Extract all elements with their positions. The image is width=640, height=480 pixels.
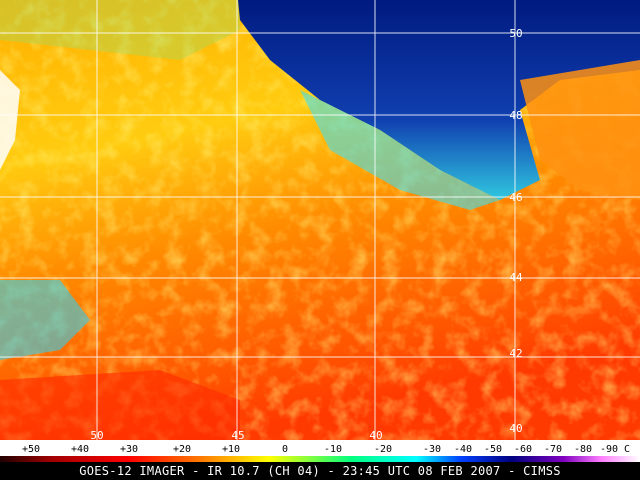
- colorbar-label-strip: [0, 440, 640, 456]
- colorbar-label: +50: [22, 444, 40, 455]
- latitude-label: 46: [509, 191, 522, 204]
- colorbar-label: -70: [544, 444, 562, 455]
- colorbar-label: +30: [120, 444, 138, 455]
- latitude-label: 42: [509, 347, 522, 360]
- latitude-label: 48: [509, 109, 522, 122]
- colorbar-label: -90 C: [600, 444, 630, 455]
- colorbar-label: 0: [282, 444, 288, 455]
- latitude-label: 44: [509, 271, 523, 284]
- colorbar-label: -30: [423, 444, 441, 455]
- longitude-label: 50: [90, 429, 103, 442]
- longitude-label: 45: [231, 429, 244, 442]
- colorbar-label: +20: [173, 444, 191, 455]
- colorbar-label: +40: [71, 444, 89, 455]
- warm-swirl: [520, 60, 640, 200]
- colorbar-label: -50: [484, 444, 502, 455]
- lat-lon-grid: [0, 0, 640, 440]
- colorbar-label: -10: [324, 444, 342, 455]
- cool-patch: [0, 280, 90, 360]
- colorbar: [0, 456, 640, 464]
- longitude-label: 40: [369, 429, 382, 442]
- warm-patch: [0, 370, 240, 440]
- colorbar-label: -80: [574, 444, 592, 455]
- colorbar-label: -20: [374, 444, 392, 455]
- footer-text: GOES-12 IMAGER - IR 10.7 (CH 04) - 23:45…: [79, 464, 561, 478]
- cool-patch: [300, 90, 500, 210]
- colorbar-label: -60: [514, 444, 532, 455]
- footer-bar: [0, 462, 640, 480]
- colorbar-label: +10: [222, 444, 240, 455]
- cool-patch: [0, 0, 240, 60]
- colorbar-label: -40: [454, 444, 472, 455]
- latitude-label: 40: [509, 422, 522, 435]
- cold-cloud-band: [238, 0, 640, 200]
- latitude-label: 50: [509, 27, 522, 40]
- coastline: [0, 70, 20, 170]
